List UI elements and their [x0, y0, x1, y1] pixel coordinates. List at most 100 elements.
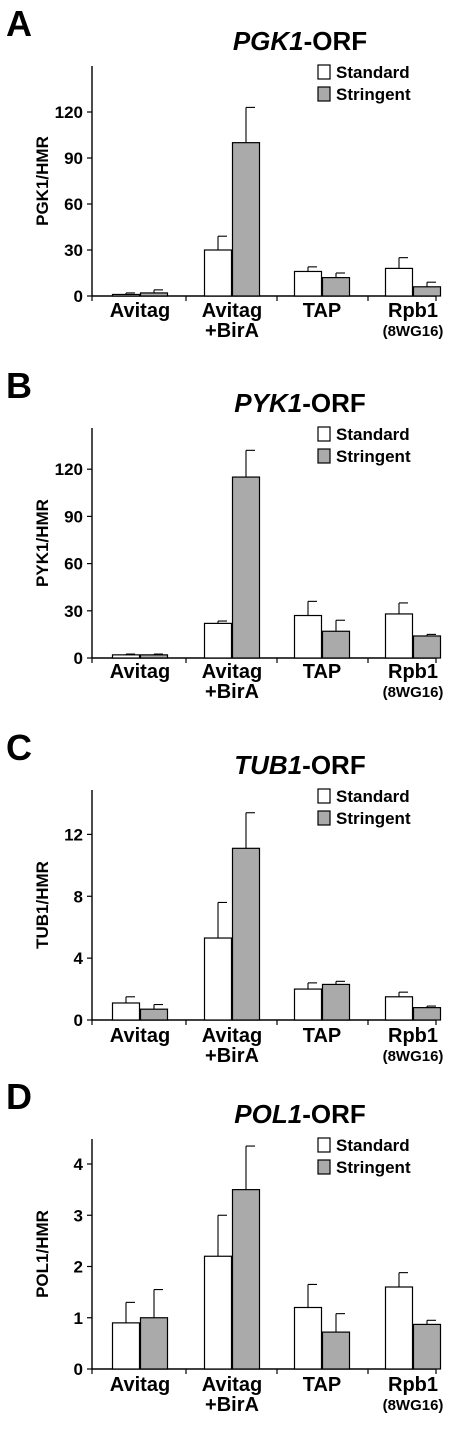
x-tick-label: TAP — [303, 1374, 342, 1396]
y-tick-label: 60 — [64, 195, 83, 214]
bar-standard — [111, 1322, 141, 1370]
bar-standard — [203, 1255, 233, 1370]
bar-stringent — [321, 983, 351, 1021]
panel-letter: A — [6, 3, 32, 44]
bar-stringent — [321, 277, 351, 297]
x-tick-sublabel: +BirA — [205, 1394, 259, 1416]
bar-stringent — [139, 1317, 169, 1370]
bar-standard — [384, 1286, 414, 1370]
y-tick-label: 2 — [74, 1258, 83, 1277]
legend-swatch-standard — [317, 788, 331, 804]
y-tick-label: 30 — [64, 602, 83, 621]
bar-stringent — [231, 476, 261, 659]
bar-stringent — [321, 630, 351, 659]
legend-label: Stringent — [336, 85, 411, 104]
y-axis-label: POL1/HMR — [33, 1210, 52, 1298]
y-tick-label: 0 — [74, 287, 83, 306]
bar-stringent — [139, 1008, 169, 1021]
y-tick-label: 3 — [74, 1206, 83, 1225]
legend-swatch-stringent — [317, 1159, 331, 1175]
y-tick-label: 120 — [55, 103, 83, 122]
chart-title-gene: TUB1 — [234, 750, 302, 780]
y-tick-label: 4 — [74, 1155, 84, 1174]
legend-label: Stringent — [336, 447, 411, 466]
x-tick-label: Rpb1 — [388, 1374, 438, 1396]
bar-stringent — [412, 286, 442, 297]
bar-standard — [384, 613, 414, 659]
panel-letter: C — [6, 727, 32, 768]
legend-label: Standard — [336, 63, 410, 82]
x-tick-label: Avitag — [110, 1025, 170, 1047]
bar-standard — [293, 988, 323, 1021]
panel-letter: B — [6, 365, 32, 406]
y-tick-label: 60 — [64, 555, 83, 574]
y-tick-label: 120 — [55, 460, 83, 479]
y-tick-label: 90 — [64, 149, 83, 168]
x-tick-label: Avitag — [110, 661, 170, 683]
legend-label: Standard — [336, 425, 410, 444]
x-tick-label: Rpb1 — [388, 661, 438, 683]
chart-title-suffix: -ORF — [302, 388, 366, 418]
y-tick-label: 1 — [74, 1309, 83, 1328]
y-axis-label: PGK1/HMR — [33, 136, 52, 226]
bar-standard — [111, 1002, 141, 1021]
y-axis-label: PYK1/HMR — [33, 499, 52, 587]
x-tick-label: Avitag — [110, 1374, 170, 1396]
bar-stringent — [231, 1189, 261, 1370]
bar-standard — [111, 293, 141, 297]
bar-stringent — [321, 1331, 351, 1370]
bar-standard — [293, 1306, 323, 1370]
legend-label: Standard — [336, 787, 410, 806]
x-tick-label: Avitag — [202, 661, 262, 683]
y-tick-label: 8 — [74, 887, 83, 906]
panel-letter: D — [6, 1076, 32, 1117]
y-tick-label: 0 — [74, 1360, 83, 1379]
x-tick-label: Avitag — [202, 1025, 262, 1047]
bar-standard — [203, 249, 233, 297]
x-tick-sublabel: (8WG16) — [383, 1397, 444, 1414]
legend-label: Standard — [336, 1136, 410, 1155]
bar-stringent — [412, 635, 442, 659]
y-tick-label: 4 — [74, 949, 84, 968]
bar-standard — [111, 654, 141, 659]
chart-title: PYK1-ORF — [234, 388, 365, 418]
y-tick-label: 12 — [64, 825, 83, 844]
x-tick-sublabel: (8WG16) — [383, 1048, 444, 1065]
bar-standard — [384, 267, 414, 297]
x-tick-label: TAP — [303, 1025, 342, 1047]
legend-swatch-standard — [317, 64, 331, 80]
chart-title-suffix: -ORF — [304, 26, 368, 56]
legend-swatch-stringent — [317, 86, 331, 102]
x-tick-label: Avitag — [110, 300, 170, 322]
x-tick-label: Rpb1 — [388, 1025, 438, 1047]
chart-title: PGK1-ORF — [233, 26, 367, 56]
x-tick-sublabel: +BirA — [205, 320, 259, 342]
x-tick-label: TAP — [303, 661, 342, 683]
chart-title-gene: PGK1 — [233, 26, 304, 56]
y-axis-label: TUB1/HMR — [33, 861, 52, 949]
legend-label: Stringent — [336, 1158, 411, 1177]
legend-swatch-standard — [317, 426, 331, 442]
y-tick-label: 0 — [74, 649, 83, 668]
x-tick-sublabel: (8WG16) — [383, 323, 444, 340]
chart-title-suffix: -ORF — [302, 750, 366, 780]
bar-stringent — [139, 654, 169, 659]
bar-standard — [293, 614, 323, 659]
x-tick-label: TAP — [303, 300, 342, 322]
bar-stringent — [412, 1323, 442, 1370]
bar-stringent — [412, 1007, 442, 1021]
legend-label: Stringent — [336, 809, 411, 828]
x-tick-label: Avitag — [202, 300, 262, 322]
x-tick-label: Avitag — [202, 1374, 262, 1396]
legend-swatch-stringent — [317, 810, 331, 826]
x-tick-sublabel: +BirA — [205, 681, 259, 703]
chart-title-gene: PYK1 — [234, 388, 302, 418]
y-tick-label: 90 — [64, 507, 83, 526]
y-tick-label: 0 — [74, 1011, 83, 1030]
bar-stringent — [139, 292, 169, 297]
legend-swatch-standard — [317, 1137, 331, 1153]
